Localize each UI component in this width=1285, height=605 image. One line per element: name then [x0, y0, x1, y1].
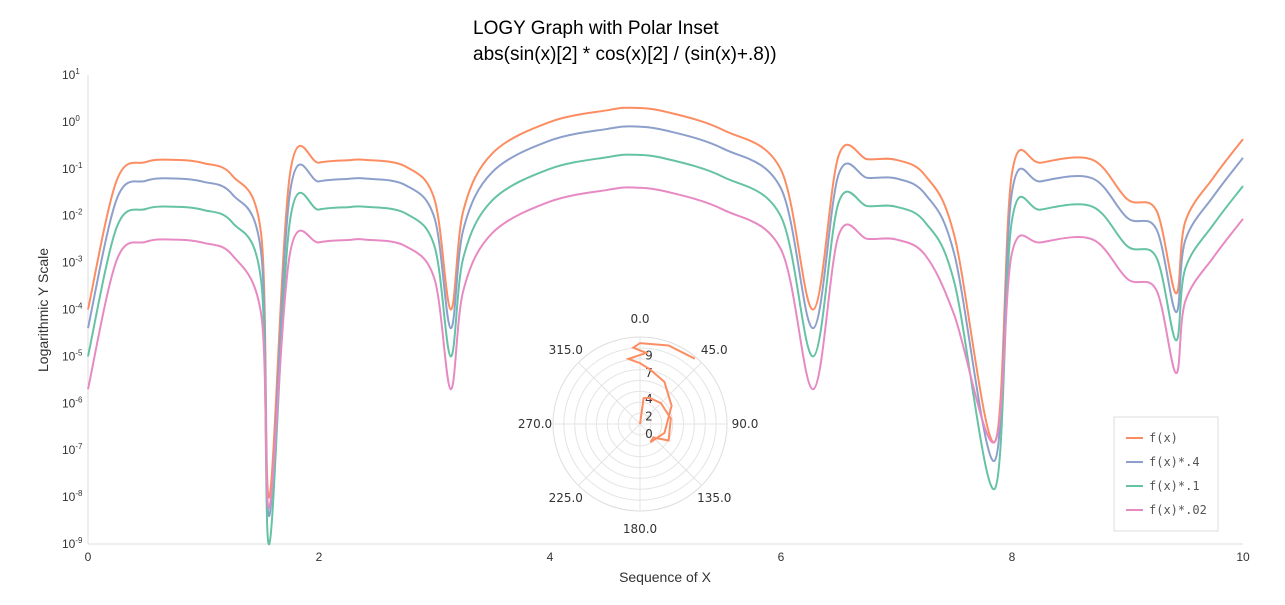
y-tick-label: 101	[62, 67, 80, 82]
y-tick-labels: 101 100 10-1 10-2 10-3 10-4 10-5 10-6 10-7 10-8 10…	[62, 67, 83, 551]
x-tick-label: 0	[85, 550, 92, 564]
legend-entry[interactable]: f(x)	[1149, 431, 1178, 445]
polar-inset: 0.0 45.0 90.0 135.0 180.0 225.0 270.0 315.0 0 2 4 7…	[518, 312, 759, 536]
polar-radial-label: 9	[645, 349, 653, 363]
polar-angle-label: 45.0	[701, 343, 728, 357]
y-tick-label: 10-6	[62, 395, 83, 410]
x-axis-label: Sequence of X	[619, 569, 712, 585]
x-tick-label: 2	[316, 550, 323, 564]
legend-entry[interactable]: f(x)*.1	[1149, 479, 1200, 493]
polar-spoke	[578, 362, 641, 425]
legend[interactable]: f(x) f(x)*.4 f(x)*.1 f(x)*.02	[1113, 416, 1219, 532]
polar-spoke	[578, 423, 641, 486]
x-tick-label: 4	[547, 550, 554, 564]
y-tick-label: 10-3	[62, 255, 83, 270]
y-tick-label: 10-7	[62, 442, 83, 457]
polar-angle-label: 90.0	[732, 417, 759, 431]
polar-spoke	[639, 362, 702, 425]
y-tick-label: 10-2	[62, 208, 83, 223]
polar-spoke	[639, 423, 702, 486]
polar-angle-label: 180.0	[623, 522, 657, 536]
polar-angle-label: 270.0	[518, 417, 552, 431]
polar-radial-label: 4	[645, 392, 653, 406]
y-tick-label: 10-5	[62, 348, 83, 363]
y-axis-label: Logarithmic Y Scale	[35, 248, 51, 372]
x-tick-label: 8	[1009, 550, 1016, 564]
polar-angle-label: 315.0	[549, 343, 583, 357]
y-tick-label: 10-4	[62, 302, 83, 317]
legend-entry[interactable]: f(x)*.4	[1149, 455, 1200, 469]
polar-radial-label: 0	[645, 427, 653, 441]
y-tick-label: 10-9	[62, 536, 83, 551]
legend-box	[1113, 416, 1219, 532]
polar-angle-label: 135.0	[697, 491, 731, 505]
chart-subtitle: abs(sin(x)[2] * cos(x)[2] / (sin(x)+.8))	[473, 44, 777, 65]
x-tick-label: 10	[1236, 550, 1250, 564]
y-tick-label: 10-8	[62, 489, 83, 504]
chart-title: LOGY Graph with Polar Inset	[473, 18, 719, 39]
polar-radial-label: 2	[645, 410, 653, 424]
polar-angle-label: 0.0	[630, 312, 649, 326]
x-tick-labels: 0 2 4 6 8 10	[85, 550, 1250, 564]
polar-series-line	[625, 342, 696, 443]
series-line-f(x)*.02	[87, 186, 1244, 509]
y-tick-label: 100	[62, 114, 80, 129]
y-tick-label: 10-1	[62, 161, 83, 176]
polar-angle-label: 225.0	[549, 491, 583, 505]
series-layer	[87, 106, 1244, 546]
legend-entry[interactable]: f(x)*.02	[1149, 503, 1207, 517]
x-tick-label: 6	[778, 550, 785, 564]
polar-radial-label: 7	[645, 366, 653, 380]
